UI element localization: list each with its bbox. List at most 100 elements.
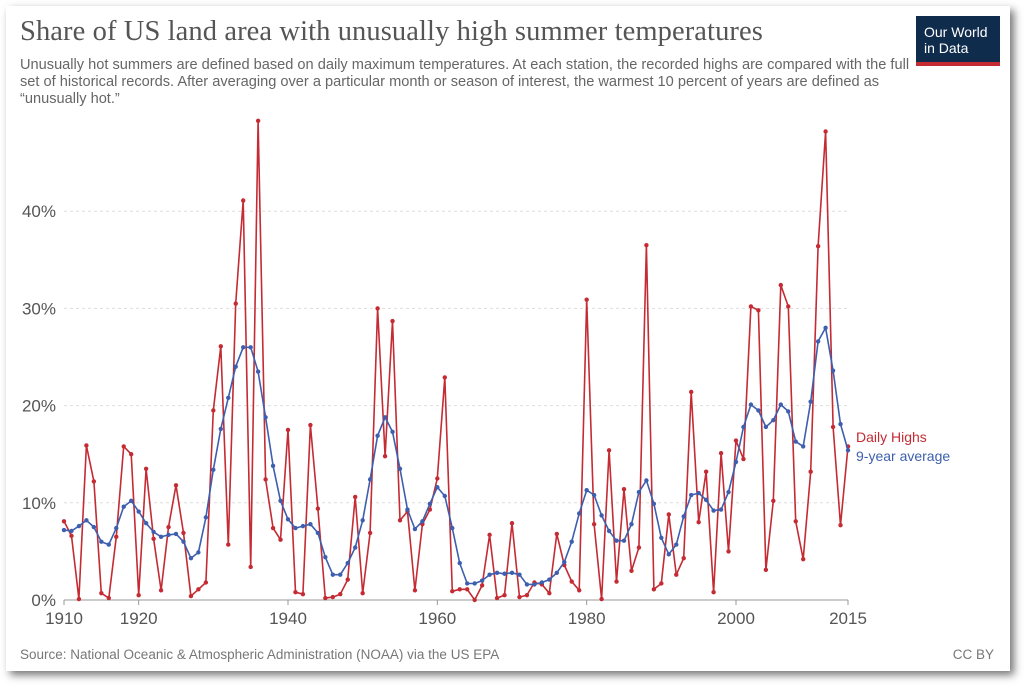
daily-highs-point — [114, 534, 119, 540]
nine-year-average-point — [188, 556, 194, 561]
nine-year-average-point — [651, 501, 657, 506]
nine-year-average-point — [129, 498, 134, 504]
daily-highs-point — [360, 590, 365, 596]
nine-year-average-point — [666, 552, 671, 557]
owid-logo[interactable]: Our World in Data — [916, 16, 1000, 66]
nine-year-average-point — [226, 395, 231, 401]
nine-year-average-point — [405, 507, 410, 512]
daily-highs-point — [494, 595, 500, 601]
daily-highs-point — [763, 567, 769, 573]
x-tick-label: 1920 — [120, 609, 158, 628]
daily-highs-point — [248, 564, 253, 570]
daily-highs-point — [838, 522, 843, 528]
daily-highs-point — [390, 318, 395, 324]
nine-year-average-point — [554, 570, 559, 575]
nine-year-average-point — [487, 572, 492, 577]
nine-year-average-point — [412, 526, 418, 532]
y-axis-ticks: 0% 10% 20% 30% 40% — [22, 202, 56, 610]
daily-highs-point — [323, 595, 328, 601]
daily-highs-point — [226, 542, 231, 547]
nine-year-average-point — [397, 466, 403, 471]
nine-year-average-point — [569, 539, 574, 544]
nine-year-average-point — [689, 492, 694, 498]
daily-highs-point — [606, 448, 612, 453]
x-tick-label: 2015 — [829, 609, 867, 628]
daily-highs-point — [263, 477, 268, 482]
daily-highs-point — [479, 583, 485, 588]
nine-year-average-point — [263, 415, 268, 420]
nine-year-average-point — [338, 572, 343, 577]
nine-year-average-point — [562, 559, 567, 565]
daily-highs-point — [718, 451, 724, 456]
daily-highs-point — [801, 556, 806, 562]
nine-year-average-point — [808, 399, 813, 404]
nine-year-average-point — [606, 528, 612, 534]
nine-year-average-point — [203, 515, 209, 520]
nine-year-average-point — [621, 538, 627, 543]
line-chart: 0% 10% 20% 30% 40% 1910 1920 1940 1960 1980 2000 2… — [22, 118, 950, 628]
daily-highs-point — [450, 589, 455, 594]
nine-year-average-point — [166, 532, 171, 538]
nine-year-average-point — [196, 550, 201, 555]
gridlines — [64, 210, 848, 601]
daily-highs-point — [778, 282, 783, 288]
daily-highs-point — [285, 427, 291, 433]
daily-highs-point — [218, 344, 223, 349]
x-tick-label: 2000 — [717, 609, 755, 628]
daily-highs-point — [173, 483, 179, 488]
nine-year-average-point — [741, 424, 746, 430]
nine-year-average-point — [517, 572, 522, 577]
nine-year-average-point — [345, 560, 350, 566]
daily-highs-point — [84, 443, 89, 448]
daily-highs-point — [584, 297, 589, 302]
daily-highs-point — [61, 519, 67, 524]
daily-highs-point — [636, 545, 642, 550]
nine-year-average-point — [285, 517, 291, 522]
daily-highs-point — [830, 424, 836, 430]
nine-year-average-line — [63, 326, 849, 586]
nine-year-average-point — [143, 521, 149, 526]
nine-year-average-point — [248, 345, 253, 350]
nine-year-average-point — [659, 535, 664, 540]
daily-highs-point — [689, 389, 694, 395]
nine-year-average-point — [823, 325, 828, 331]
daily-highs-point — [569, 579, 574, 584]
nine-year-average-point — [756, 408, 761, 413]
daily-highs-point — [188, 593, 194, 599]
nine-year-average-point — [61, 527, 67, 533]
daily-highs-point — [509, 521, 515, 526]
nine-year-average-point — [353, 545, 358, 550]
daily-highs-point — [442, 375, 447, 380]
nine-year-average-point — [502, 571, 507, 576]
nine-year-average-point — [472, 581, 477, 586]
daily-highs-point — [427, 507, 433, 512]
daily-highs-point — [487, 532, 492, 538]
daily-highs-point — [659, 581, 664, 586]
daily-highs-point — [375, 306, 380, 311]
daily-highs-point — [674, 572, 679, 577]
nine-year-average-point — [173, 531, 179, 537]
daily-highs-point — [76, 596, 82, 602]
nine-year-average-point — [293, 525, 298, 531]
license-link[interactable]: CC BY — [952, 647, 994, 662]
daily-highs-point — [91, 479, 97, 484]
nine-year-average-point — [479, 578, 485, 583]
daily-highs-point — [315, 506, 321, 511]
logo-line-2: in Data — [924, 40, 969, 56]
nine-year-average-point — [330, 572, 335, 577]
daily-highs-point — [330, 594, 335, 600]
daily-highs-point — [300, 591, 306, 597]
daily-highs-point — [554, 531, 559, 537]
nine-year-average-point — [382, 415, 388, 420]
x-tick-label: 1940 — [269, 609, 307, 628]
daily-highs-point — [629, 568, 634, 574]
nine-year-average-point — [427, 501, 433, 506]
nine-year-average-point — [838, 421, 843, 427]
nine-year-average-point — [801, 444, 806, 449]
y-tick-label: 30% — [22, 299, 56, 318]
logo-line-1: Our World — [924, 24, 988, 40]
daily-highs-point — [591, 521, 597, 527]
daily-highs-point — [651, 587, 657, 592]
nine-year-average-point — [181, 539, 186, 544]
nine-year-average-point — [786, 409, 791, 414]
